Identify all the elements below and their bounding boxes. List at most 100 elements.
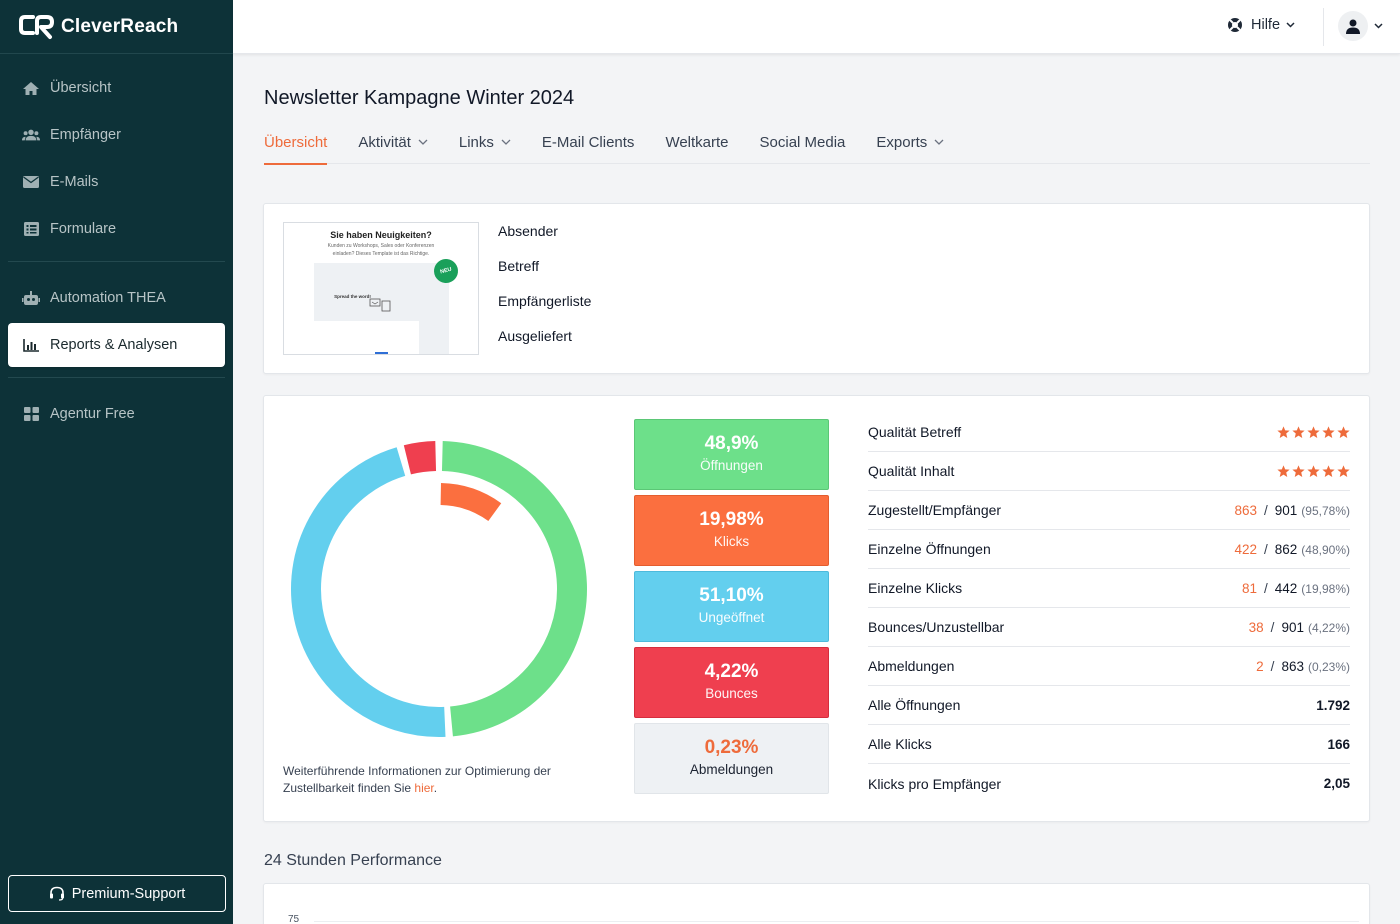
help-menu[interactable]: Hilfe	[1227, 17, 1295, 33]
performance-chart-card: 75	[263, 883, 1370, 924]
user-menu[interactable]	[1338, 9, 1393, 43]
metric-value: 166	[1327, 736, 1350, 752]
metric-value: 38/901 (4,22%)	[1248, 619, 1350, 635]
tab-overview[interactable]: Übersicht	[264, 128, 328, 165]
newsletter-thumbnail[interactable]: Sie haben Neuigkeiten? Kunden zu Worksho…	[283, 222, 479, 355]
donut-segment-opens	[441, 441, 587, 737]
meta-sender-label: Absender	[498, 223, 558, 239]
chevron-down-icon	[934, 139, 944, 145]
sidebar-item-label: Formulare	[50, 221, 117, 237]
metric-label: Qualität Betreff	[868, 424, 962, 440]
premium-support-button[interactable]: Premium-Support	[8, 875, 226, 912]
envelope-icon	[22, 174, 40, 190]
donut-segment-clicks	[440, 483, 502, 522]
metric-count: 38	[1248, 619, 1264, 635]
star-icon	[1322, 425, 1335, 438]
stat-label: Klicks	[713, 534, 750, 549]
metric-count: 2	[1256, 658, 1264, 674]
tab-label: Übersicht	[264, 134, 328, 151]
report-tabs: Übersicht Aktivität Links E-Mail Clients…	[264, 128, 1370, 165]
stat-value: 51,10%	[699, 585, 764, 606]
sidebar-item-forms[interactable]: Formulare	[8, 207, 225, 251]
stat-value: 0,23%	[704, 737, 759, 758]
metric-row: Qualität Betreff	[868, 413, 1350, 452]
metric-percent: (95,78%)	[1301, 503, 1350, 518]
grid-icon	[22, 406, 40, 422]
star-icon	[1292, 464, 1305, 477]
thumbnail-paper	[314, 321, 419, 354]
sidebar-item-label: Übersicht	[50, 80, 112, 96]
metrics-list: Qualität Betreff Qualität Inhalt Zugeste…	[868, 413, 1350, 803]
info-link[interactable]: hier	[414, 781, 434, 795]
stat-opens: 48,9% Öffnungen	[634, 419, 829, 490]
sidebar-item-label: Reports & Analysen	[50, 337, 178, 353]
sidebar-item-overview[interactable]: Übersicht	[8, 66, 225, 110]
users-icon	[22, 127, 40, 143]
tab-label: Weltkarte	[665, 134, 729, 151]
info-end: .	[433, 781, 438, 795]
topbar-divider	[1323, 8, 1324, 46]
tab-exports[interactable]: Exports	[876, 128, 944, 164]
engagement-donut-chart	[291, 441, 587, 737]
sidebar-item-automation[interactable]: Automation THEA	[8, 276, 225, 320]
sidebar-item-emails[interactable]: E-Mails	[8, 160, 225, 204]
stat-unopened: 51,10% Ungeöffnet	[634, 571, 829, 642]
chevron-down-icon	[418, 139, 428, 145]
sidebar-item-label: Empfänger	[50, 127, 121, 143]
stat-clicks: 19,98% Klicks	[634, 495, 829, 566]
brand-name: CleverReach	[61, 15, 179, 37]
star-rating	[1277, 464, 1350, 478]
tab-label: Social Media	[759, 134, 846, 151]
lifebuoy-icon	[1228, 18, 1242, 32]
metric-label: Alle Klicks	[868, 736, 932, 752]
metric-total: 863	[1281, 658, 1304, 674]
thumbnail-inner-title: Spread the word!	[334, 294, 371, 299]
user-icon	[1346, 19, 1360, 34]
metric-label: Qualität Inhalt	[868, 463, 955, 479]
sidebar-item-label: Agentur Free	[50, 406, 135, 422]
help-label: Hilfe	[1251, 17, 1281, 33]
stat-label: Ungeöffnet	[698, 610, 765, 625]
tab-world-map[interactable]: Weltkarte	[665, 128, 728, 164]
tab-activity[interactable]: Aktivität	[358, 128, 428, 164]
tab-label: E-Mail Clients	[541, 134, 635, 151]
chevron-down-icon	[1374, 23, 1383, 29]
sidebar-item-recipients[interactable]: Empfänger	[8, 113, 225, 157]
sidebar-item-reports[interactable]: Reports & Analysen	[8, 323, 225, 367]
meta-subject-label: Betreff	[498, 258, 539, 274]
metric-row: Klicks pro Empfänger 2,05	[868, 764, 1350, 803]
tab-label: Exports	[876, 134, 928, 151]
tab-social-media[interactable]: Social Media	[760, 128, 846, 164]
chevron-down-icon	[1286, 22, 1295, 28]
metric-count: 81	[1241, 580, 1257, 596]
metric-label: Klicks pro Empfänger	[868, 775, 1002, 792]
metric-label: Alle Öffnungen	[868, 697, 961, 713]
sidebar-item-label: Automation THEA	[50, 290, 166, 306]
headset-icon	[49, 886, 64, 901]
metric-percent: (48,90%)	[1301, 542, 1350, 557]
metric-count: 863	[1234, 502, 1257, 518]
star-icon	[1307, 425, 1320, 438]
metric-value: 1.792	[1316, 697, 1350, 713]
tab-label: Aktivität	[358, 134, 411, 151]
metric-percent: (0,23%)	[1307, 659, 1350, 674]
metric-value: 422/862 (48,90%)	[1234, 541, 1350, 557]
stat-bounces: 4,22% Bounces	[634, 647, 829, 718]
tab-links[interactable]: Links	[459, 128, 511, 164]
metric-row: Alle Öffnungen 1.792	[868, 686, 1350, 725]
sidebar-divider	[8, 261, 225, 262]
star-icon	[1292, 425, 1305, 438]
sidebar-item-agency[interactable]: Agentur Free	[8, 392, 225, 436]
info-text: Weiterführende Informationen zur Optimie…	[283, 764, 551, 795]
brand-logo[interactable]: CleverReach	[0, 0, 233, 54]
metric-label: Einzelne Öffnungen	[868, 541, 991, 557]
robot-icon	[22, 290, 40, 306]
donut-segment-unopened	[291, 447, 446, 737]
metric-row: Abmeldungen 2/863 (0,23%)	[868, 647, 1350, 686]
metric-label: Zugestellt/Empfänger	[868, 502, 1002, 518]
star-icon	[1322, 464, 1335, 477]
tab-email-clients[interactable]: E-Mail Clients	[542, 128, 635, 164]
metric-percent: (4,22%)	[1307, 620, 1350, 635]
topbar: Hilfe	[233, 0, 1400, 54]
metric-row: Qualität Inhalt	[868, 452, 1350, 491]
